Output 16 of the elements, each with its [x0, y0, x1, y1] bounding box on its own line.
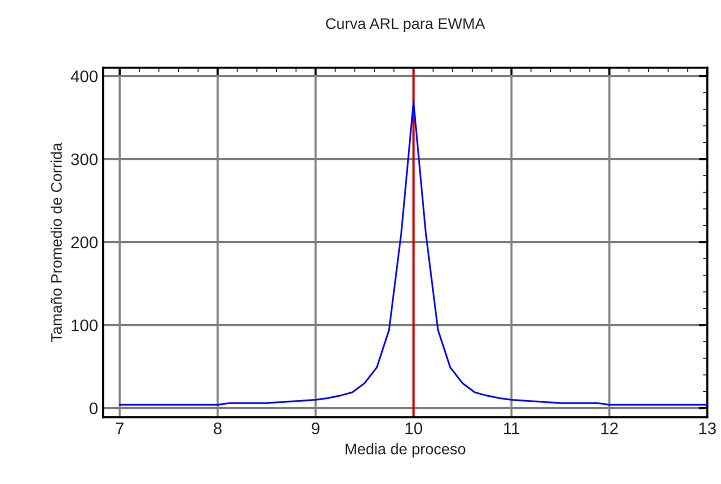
x-tick-label: 10 [406, 422, 422, 434]
y-tick-label: 200 [71, 236, 98, 248]
x-tick-label: 11 [504, 422, 520, 434]
x-tick-label: 13 [699, 422, 716, 434]
line-series [118, 100, 708, 406]
x-tick-label: 8 [214, 422, 222, 434]
y-tick-label: 400 [70, 70, 98, 82]
x-tick-label: 9 [312, 422, 320, 434]
x-axis-title: Media de proceso [346, 443, 466, 458]
chart-title: Curva ARL para EWMA [326, 18, 486, 32]
y-tick-label: 300 [71, 153, 98, 166]
x-tick-label: 12 [601, 422, 618, 434]
y-tick-label: 100 [72, 319, 98, 332]
y-axis-title: Tamaño Promedio de Corrida [50, 142, 62, 342]
y-tick-label: 0 [90, 402, 98, 414]
x-tick-label: 7 [116, 422, 124, 434]
